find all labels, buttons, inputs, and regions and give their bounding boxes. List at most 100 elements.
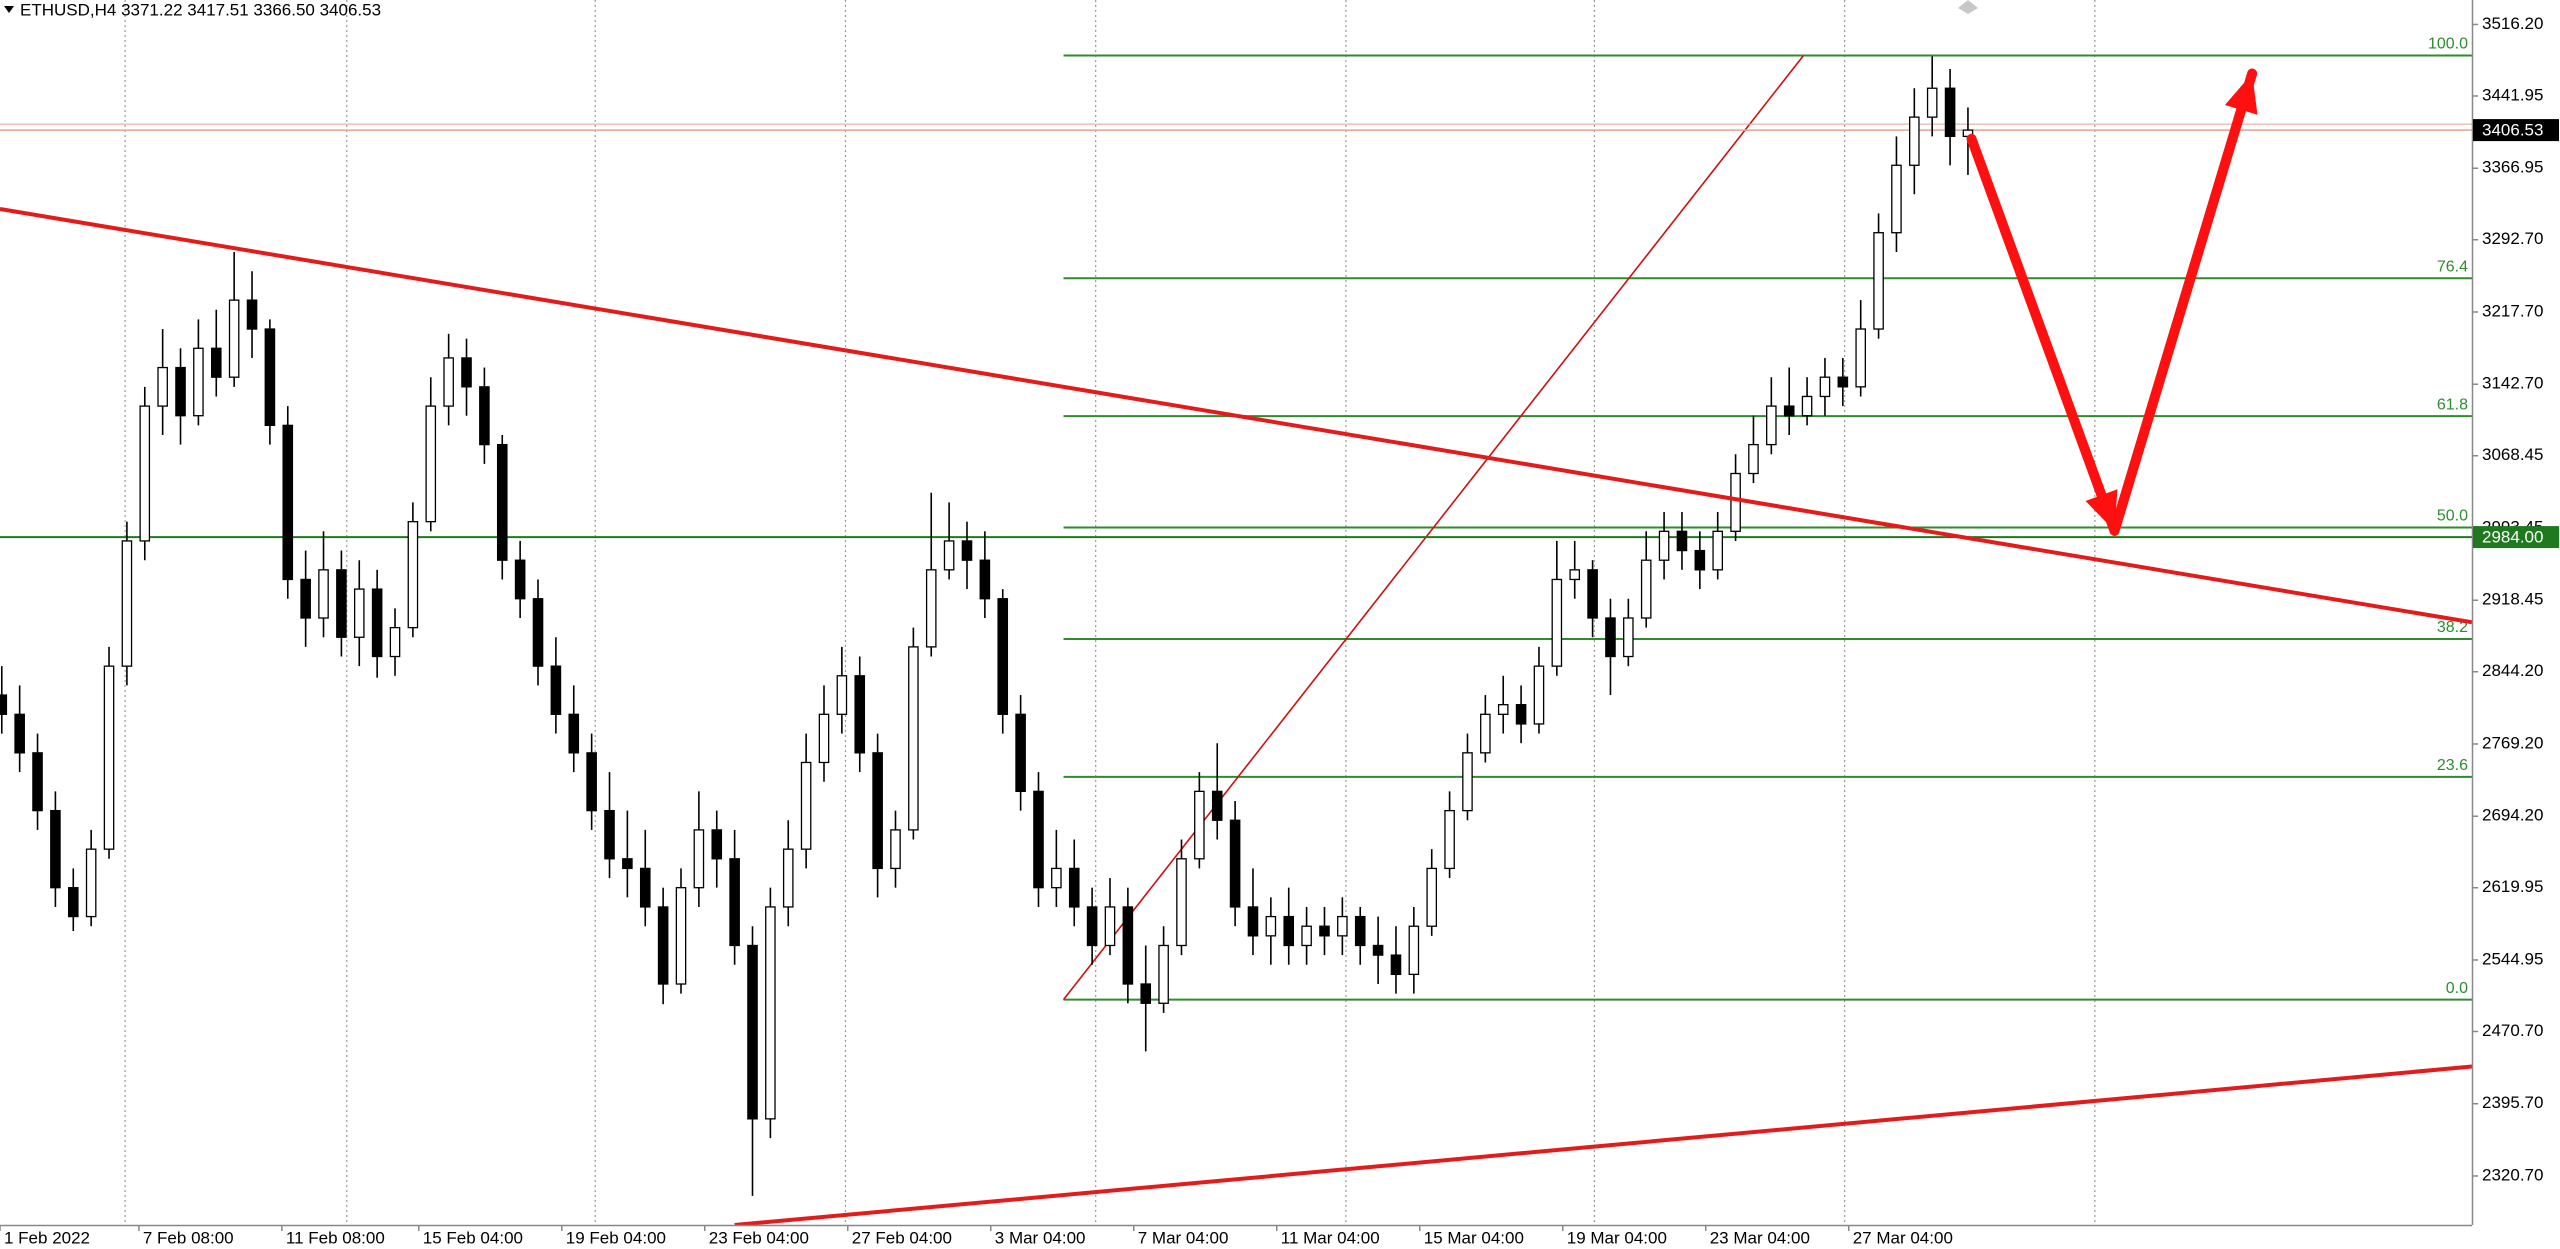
y-tick-label: 3217.70 — [2482, 301, 2543, 320]
x-tick-label: 7 Feb 08:00 — [143, 1228, 234, 1247]
fib-label: 38.2 — [2437, 619, 2468, 636]
x-tick-label: 27 Feb 04:00 — [852, 1228, 952, 1247]
candle-body — [1086, 906, 1098, 947]
candle-body — [1551, 578, 1563, 667]
candle-body — [1462, 752, 1473, 812]
candle-body — [1354, 915, 1366, 947]
candle-body — [1015, 713, 1026, 793]
y-tick-label: 3441.95 — [2482, 85, 2543, 104]
candle-body — [1283, 915, 1295, 947]
candle-body — [210, 347, 222, 378]
x-tick-label: 1 Feb 2022 — [4, 1228, 90, 1247]
x-tick-label: 15 Feb 04:00 — [423, 1228, 523, 1247]
candle-body — [353, 588, 365, 638]
forecast-arrow — [1966, 133, 2120, 536]
candle-body — [228, 299, 240, 378]
candle-body — [1265, 915, 1277, 937]
candle-body — [943, 540, 955, 571]
fib-label: 76.4 — [2437, 258, 2468, 275]
candle-body — [1587, 569, 1598, 619]
candle-body — [604, 809, 615, 860]
menu-triangle — [4, 6, 14, 13]
trendline — [734, 1064, 2472, 1225]
candle-body — [1676, 530, 1688, 552]
candle-body — [246, 299, 258, 330]
candle-body — [1605, 617, 1616, 658]
y-tick-label: 3142.70 — [2482, 374, 2543, 393]
axes: 3516.20 3441.95 3366.95 3292.70 3217.70 3142.… — [0, 14, 2559, 1247]
candle-body — [1766, 405, 1777, 446]
y-tick-label: 2320.70 — [2482, 1165, 2543, 1184]
candle-body — [1658, 530, 1670, 561]
candle-body — [193, 347, 204, 417]
candle-body — [1873, 232, 1884, 330]
candle-body — [1569, 569, 1581, 581]
y-tick-label: 2470.70 — [2482, 1021, 2543, 1040]
candle-body — [961, 540, 973, 561]
candle-body — [1319, 925, 1330, 937]
candle-body — [532, 598, 544, 667]
y-tick-label: 3068.45 — [2482, 445, 2543, 464]
candle-body — [300, 578, 311, 619]
candle-body — [1176, 858, 1187, 947]
candle-body — [157, 366, 168, 407]
x-tick-label: 23 Mar 04:00 — [1710, 1228, 1810, 1247]
marker-icon — [1958, 0, 1978, 14]
x-tick-label: 7 Mar 04:00 — [1138, 1228, 1229, 1247]
candle-body — [282, 424, 294, 581]
y-tick-label: 2619.95 — [2482, 877, 2543, 896]
candle-body — [1033, 790, 1044, 889]
candle-body — [389, 626, 401, 658]
fib-label: 0.0 — [2446, 980, 2468, 997]
candle-body — [1819, 376, 1831, 398]
forecast-arrow — [2109, 68, 2258, 536]
candle-body — [1801, 395, 1813, 417]
candle-body — [1623, 617, 1634, 658]
candle-body — [1855, 328, 1867, 388]
candle-body — [1783, 405, 1795, 417]
candle-body — [890, 829, 901, 870]
chart-title: ETHUSD,H4 3371.22 3417.51 3366.50 3406.5… — [20, 0, 381, 19]
candle-body — [1837, 376, 1849, 388]
candle-body — [1944, 87, 1956, 138]
candle-body — [461, 357, 472, 388]
support-price-label: 2984.00 — [2482, 528, 2543, 547]
candle-body — [1140, 983, 1152, 1004]
candle-body — [1426, 867, 1438, 927]
x-tick-label: 11 Mar 04:00 — [1281, 1228, 1380, 1247]
candle-body — [1444, 809, 1455, 870]
current-price-box — [2473, 119, 2559, 142]
candle-body — [872, 752, 883, 870]
candle-body — [854, 675, 866, 754]
plot-area: 100.0 76.4 61.8 50.0 38.2 23.6 0.0 — [0, 0, 2472, 1225]
candle-body — [1229, 819, 1241, 908]
y-tick-label: 2844.20 — [2482, 661, 2543, 680]
candle-body — [1694, 549, 1706, 571]
candle-body — [693, 829, 705, 889]
candle-body — [1122, 906, 1134, 985]
candle-body — [103, 665, 115, 850]
candle-body — [782, 848, 794, 908]
candle-body — [514, 559, 526, 600]
candle-body — [586, 752, 597, 812]
candle-body — [1068, 867, 1080, 908]
candle-body — [818, 713, 830, 764]
candle-body — [1301, 925, 1312, 947]
candle-body — [675, 887, 687, 985]
candle-body — [1390, 954, 1402, 976]
candle-body — [496, 443, 508, 561]
fib-label: 100.0 — [2428, 36, 2468, 53]
candle-body — [657, 906, 669, 985]
x-tick-label: 3 Mar 04:00 — [995, 1228, 1086, 1247]
candle-body — [1515, 704, 1527, 725]
fib-label: 61.8 — [2437, 396, 2468, 413]
candle-body — [1211, 790, 1223, 821]
y-tick-label: 3516.20 — [2482, 14, 2543, 33]
candle-body — [711, 829, 723, 860]
candle-body — [729, 858, 740, 947]
x-tick-label: 19 Feb 04:00 — [566, 1228, 666, 1247]
y-tick-label: 2544.95 — [2482, 949, 2543, 968]
candle-body — [14, 713, 25, 754]
